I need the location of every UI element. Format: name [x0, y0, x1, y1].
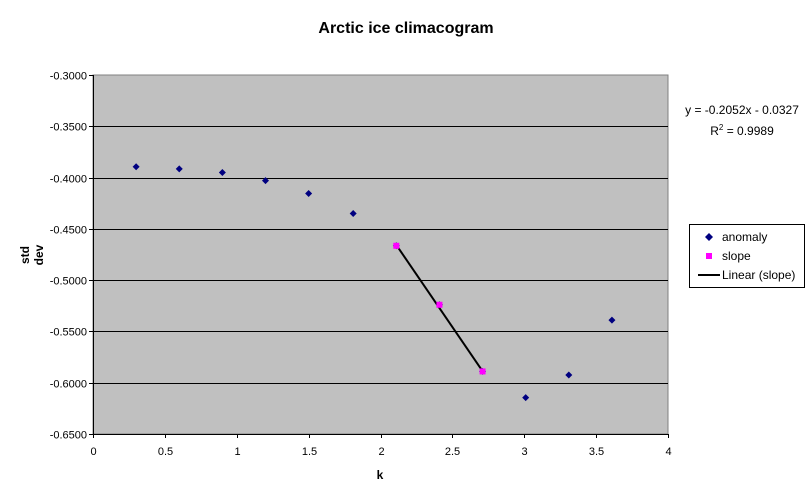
x-tick-label: 0 — [90, 446, 96, 458]
x-tick-label: 0.5 — [158, 446, 173, 458]
anomaly-point — [262, 177, 269, 185]
y-tick-label: -0.5000 — [50, 276, 87, 288]
y-axis-label: std dev — [18, 244, 46, 266]
slope-point — [393, 242, 400, 249]
y-tick-label: -0.4500 — [50, 225, 87, 237]
legend-item-linear-slope: Linear (slope) — [690, 266, 804, 284]
anomaly-point — [565, 371, 573, 379]
x-axis-label: k — [376, 468, 384, 482]
legend-label-anomaly: anomaly — [722, 230, 768, 244]
r2-prefix: R — [710, 124, 719, 138]
y-tick-label: -0.3000 — [50, 71, 87, 83]
line-marker-icon — [698, 274, 720, 276]
x-tick-label: 1.5 — [302, 446, 317, 458]
legend-item-slope: slope — [690, 247, 804, 265]
legend-item-anomaly: anomaly — [690, 228, 804, 246]
y-tick-label: -0.6500 — [50, 430, 87, 442]
x-tick-label: 3 — [521, 446, 527, 458]
r2-superscript: 2 — [718, 123, 724, 132]
square-marker-icon — [706, 253, 712, 259]
trendline-equation: y = -0.2052x - 0.0327 R2 = 0.9989 — [672, 102, 812, 140]
slope-point — [479, 368, 486, 375]
r2-value: = 0.9989 — [723, 124, 774, 138]
anomaly-point — [608, 316, 616, 324]
plot-background — [92, 74, 669, 435]
trendline-r-squared: R2 = 0.9989 — [672, 119, 812, 140]
y-tick-label: -0.6000 — [50, 379, 87, 391]
x-tick-label: 4 — [665, 446, 671, 458]
slope-point — [436, 301, 443, 308]
y-tick-label: -0.4000 — [50, 174, 87, 186]
anomaly-point — [218, 168, 226, 176]
chart-title: Arctic ice climacogram — [318, 20, 494, 37]
anomaly-point — [522, 394, 530, 402]
anomaly-point — [305, 189, 313, 197]
x-tick-label: 2 — [378, 446, 384, 458]
legend-label-slope: slope — [722, 249, 751, 263]
x-tick-label: 1 — [234, 446, 240, 458]
anomaly-point — [349, 209, 357, 217]
anomaly-point — [132, 163, 140, 171]
y-tick-label: -0.3500 — [50, 122, 87, 134]
anomaly-point — [175, 165, 183, 173]
diamond-marker-icon — [705, 233, 713, 241]
trendline-formula: y = -0.2052x - 0.0327 — [685, 103, 799, 117]
y-tick-label: -0.5500 — [50, 327, 87, 339]
x-tick-label: 3.5 — [589, 446, 604, 458]
legend: anomaly slope Linear (slope) — [689, 224, 805, 288]
legend-label-linear-slope: Linear (slope) — [722, 268, 796, 282]
x-tick-label: 2.5 — [445, 446, 460, 458]
